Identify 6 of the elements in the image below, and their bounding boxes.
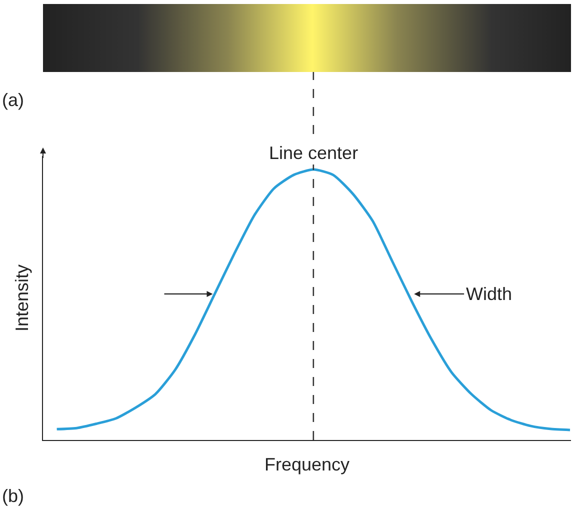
text: (b) [2, 486, 24, 506]
x-axis-title: Frequency [264, 454, 350, 474]
text: (a) [2, 90, 24, 110]
annotation: Width [466, 284, 512, 304]
text: Line center [269, 143, 358, 163]
y-axis-title: Intensity [12, 264, 32, 332]
